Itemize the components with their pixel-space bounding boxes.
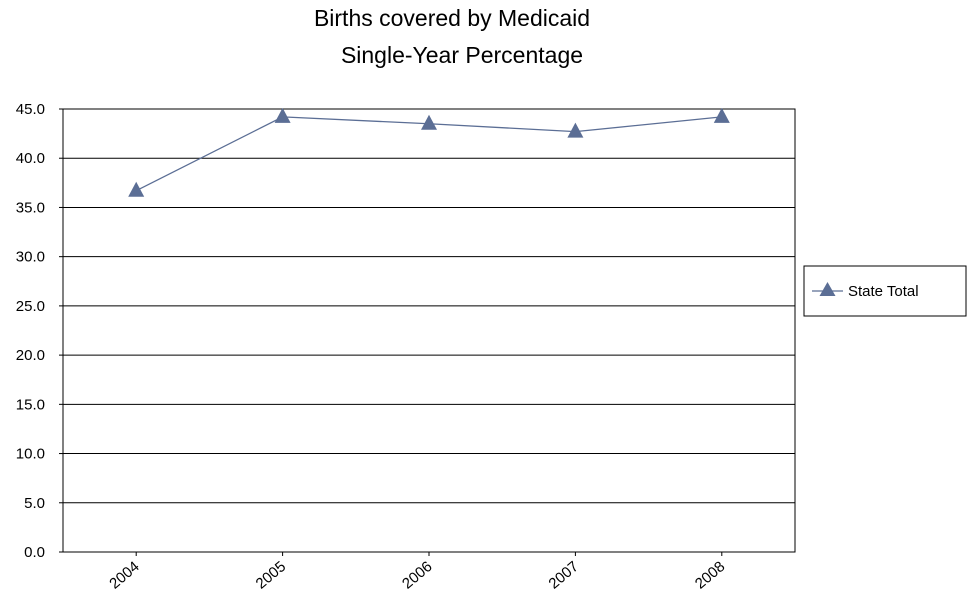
y-tick-label-2: 10.0: [16, 446, 45, 463]
data-point-2004: [128, 181, 145, 197]
y-tick-label-1: 5.0: [24, 495, 45, 512]
x-tick-label-2007: 2007: [545, 558, 581, 592]
gridlines: [63, 157, 795, 504]
chart-title-line-2: Single-Year Percentage: [341, 42, 583, 68]
data-point-2008: [713, 107, 730, 123]
y-tick-label-8: 40.0: [16, 150, 45, 167]
x-tick-label-2008: 2008: [692, 558, 728, 592]
x-tick-label-2004: 2004: [106, 558, 142, 592]
data-point-2005: [274, 107, 291, 123]
y-tick-label-4: 20.0: [16, 347, 45, 364]
x-tick-label-2006: 2006: [399, 558, 435, 592]
y-tick-label-5: 25.0: [16, 298, 45, 315]
y-tick-label-0: 0.0: [24, 544, 45, 561]
y-tick-label-9: 45.0: [16, 101, 45, 118]
chart-title-line-1: Births covered by Medicaid: [314, 5, 590, 31]
y-tick-label-3: 15.0: [16, 396, 45, 413]
legend: State Total: [803, 265, 967, 317]
data-point-2007: [567, 122, 584, 138]
legend-marker-state-total: [819, 282, 836, 296]
plot-area-border: [62, 108, 796, 553]
y-tick-label-7: 35.0: [16, 199, 45, 216]
data-point-2006: [421, 114, 437, 130]
x-axis: 2004 2005 2006 2007 2008: [106, 552, 728, 593]
series-layer: [128, 107, 730, 197]
y-tick-label-6: 30.0: [16, 249, 45, 266]
legend-label-state-total: State Total: [848, 283, 919, 300]
x-tick-label-2005: 2005: [253, 558, 289, 592]
y-axis: 0.0 5.0 10.0 15.0 20.0 25.0 30.0 35.0 40.0 45.0: [16, 101, 63, 561]
